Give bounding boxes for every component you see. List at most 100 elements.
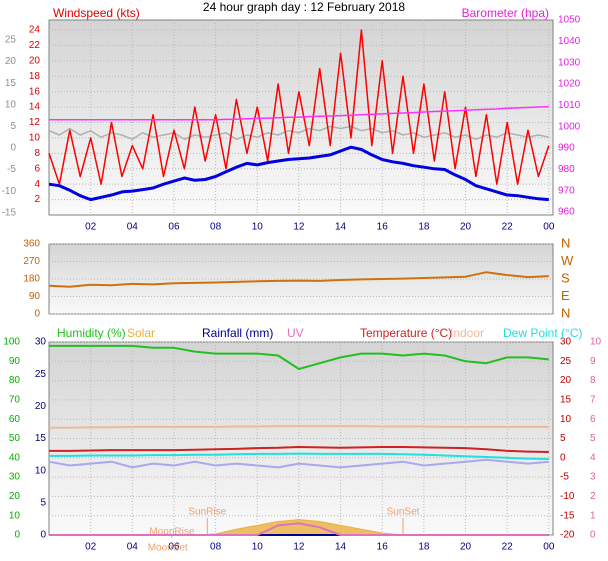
y3-tick-label: 10 — [560, 414, 572, 425]
y-tick-label: 0 — [14, 530, 20, 541]
y4-tick-label: 7 — [590, 395, 596, 406]
y3-tick-label: 20 — [560, 375, 572, 386]
x-tick-label: 14 — [335, 222, 347, 233]
legend-entry: Indoor — [450, 326, 484, 340]
y4-tick-label: 8 — [590, 375, 596, 386]
x-tick-label: 08 — [210, 222, 222, 233]
y3-tick-label: -20 — [560, 530, 575, 541]
y-tick-label: 30 — [9, 472, 21, 483]
y-tick-label: 100 — [3, 337, 20, 348]
x-tick-label: 02 — [85, 222, 97, 233]
x-tick-label: 10 — [252, 222, 264, 233]
y-tick-label: 0 — [34, 309, 40, 320]
y2-axis-label: Barometer (hpa) — [462, 6, 549, 20]
x-tick-label: 20 — [460, 542, 472, 553]
y2-tick-label: 1020 — [558, 79, 581, 90]
y-tick-label: 2 — [34, 194, 40, 205]
x-tick-label: 12 — [293, 542, 305, 553]
y-tick-label: 4 — [34, 179, 40, 190]
y-tick-label: 22 — [29, 40, 41, 51]
y-tick-label: 50 — [9, 433, 21, 444]
line — [48, 29, 550, 185]
x-tick-label: 06 — [168, 222, 180, 233]
y-tick-label: 270 — [23, 256, 40, 267]
x-tick-label: 02 — [85, 542, 97, 553]
y2-tick-label: 25 — [35, 369, 47, 380]
y-tick-label: 20 — [29, 55, 41, 66]
x-tick-label: 16 — [377, 542, 389, 553]
y3-tick-label: 25 — [560, 356, 572, 367]
y4-tick-label: 2 — [590, 491, 596, 502]
y-tick-label: 70 — [9, 395, 21, 406]
x-tick-label: 14 — [335, 542, 347, 553]
y-tick-label: 360 — [23, 239, 40, 250]
y2-tick-label: 1040 — [558, 36, 581, 47]
y3-tick-label: -10 — [560, 491, 575, 502]
y3-tick-label: -5 — [560, 472, 569, 483]
x-tick-label: 10 — [252, 542, 264, 553]
y3-tick-label: 15 — [5, 78, 17, 89]
x-tick-label: 04 — [127, 222, 139, 233]
y4-tick-label: 10 — [590, 337, 602, 348]
legend-entry: Rainfall (mm) — [202, 326, 273, 340]
y3-tick-label: 30 — [560, 337, 572, 348]
line — [48, 145, 549, 202]
x-tick-label: 00 — [543, 222, 555, 233]
legend-entry: Dew Point (°C) — [503, 326, 582, 340]
y4-tick-label: 4 — [590, 452, 596, 463]
line — [48, 458, 549, 469]
y3-tick-label: 10 — [5, 99, 17, 110]
y3-tick-label: 25 — [5, 35, 17, 46]
y2-tick-label: 960 — [558, 207, 575, 218]
y-tick-label: 40 — [9, 452, 21, 463]
y2-tick-label: S — [561, 270, 570, 285]
x-tick-label: 20 — [460, 222, 472, 233]
y3-tick-label: 0 — [560, 452, 566, 463]
y4-tick-label: 5 — [590, 433, 596, 444]
y3-tick-label: 15 — [560, 395, 572, 406]
y-axis-label: Windspeed (kts) — [53, 6, 140, 20]
line — [49, 452, 549, 460]
y4-tick-label: 3 — [590, 472, 596, 483]
y4-tick-label: 1 — [590, 510, 596, 521]
y-tick-label: 14 — [29, 102, 41, 113]
y4-tick-label: 9 — [590, 356, 596, 367]
y2-tick-label: 10 — [35, 465, 47, 476]
x-tick-label: 18 — [418, 542, 430, 553]
y2-tick-label: 1010 — [558, 100, 581, 111]
line — [48, 271, 549, 288]
y-tick-label: 16 — [29, 86, 41, 97]
legend-entry: Solar — [127, 326, 155, 340]
y2-tick-label: 1050 — [558, 15, 581, 26]
y2-tick-label: 970 — [558, 185, 575, 196]
x-tick-label: 16 — [377, 222, 389, 233]
y2-tick-label: 0 — [40, 530, 46, 541]
y-tick-label: 18 — [29, 71, 41, 82]
y4-tick-label: 6 — [590, 414, 596, 425]
chart-title: 24 hour graph day : 12 February 2018 — [203, 0, 405, 14]
annotation: SunRise — [188, 507, 226, 518]
y2-tick-label: 20 — [35, 401, 47, 412]
x-tick-label: 06 — [168, 542, 180, 553]
y-tick-label: 10 — [9, 510, 21, 521]
y3-tick-label: 20 — [5, 56, 17, 67]
x-tick-label: 22 — [502, 542, 514, 553]
line — [49, 425, 549, 429]
y2-tick-label: 30 — [35, 337, 47, 348]
x-tick-label: 00 — [543, 542, 555, 553]
y2-tick-label: 15 — [35, 433, 47, 444]
line — [48, 125, 549, 141]
y3-tick-label: 5 — [10, 121, 16, 132]
y-tick-label: 90 — [29, 291, 41, 302]
y2-tick-label: 1030 — [558, 57, 581, 68]
y4-tick-label: 0 — [590, 530, 596, 541]
y-tick-label: 90 — [9, 356, 21, 367]
y2-tick-label: N — [561, 305, 570, 320]
legend-entry: Temperature (°C) — [360, 326, 452, 340]
y-tick-label: 6 — [34, 163, 40, 174]
line — [49, 522, 549, 536]
legend-entry: Humidity (%) — [57, 326, 126, 340]
x-tick-label: 22 — [502, 222, 514, 233]
y-tick-label: 80 — [9, 375, 21, 386]
y2-tick-label: N — [561, 235, 570, 250]
